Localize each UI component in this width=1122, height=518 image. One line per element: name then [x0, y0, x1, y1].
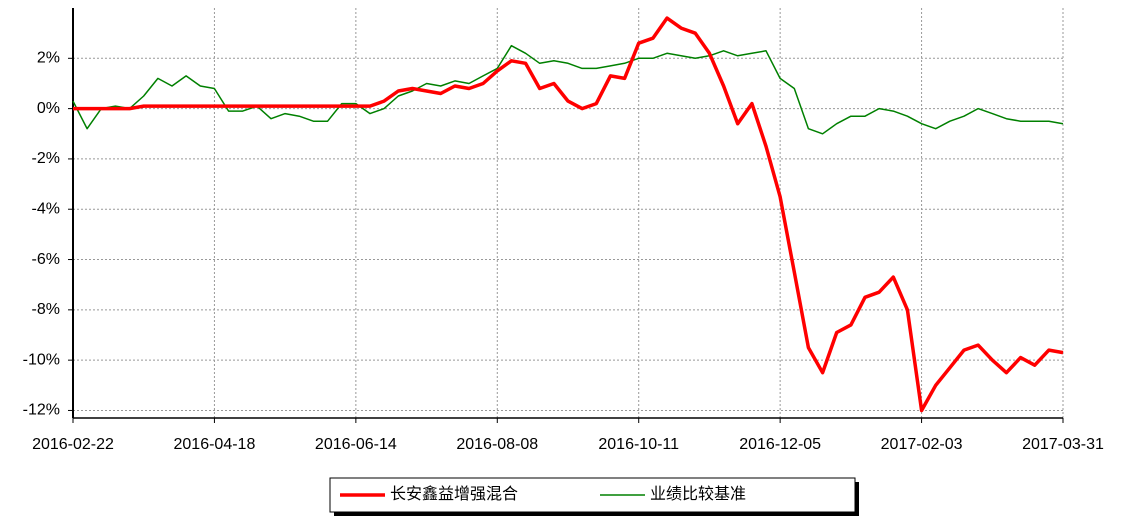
- legend-label: 长安鑫益增强混合: [390, 484, 518, 503]
- y-tick-label: -12%: [23, 402, 60, 419]
- x-tick-label: 2016-04-18: [174, 436, 256, 453]
- x-tick-label: 2016-02-22: [32, 436, 114, 453]
- x-tick-label: 2016-10-11: [598, 436, 679, 453]
- y-tick-label: -4%: [32, 200, 60, 217]
- legend: [329, 477, 856, 513]
- x-tick-label: 2016-06-14: [315, 436, 397, 453]
- x-tick-label: 2017-03-31: [1022, 436, 1104, 453]
- y-tick-label: -6%: [32, 251, 60, 268]
- y-tick-label: 2%: [37, 50, 60, 67]
- y-tick-label: -10%: [23, 351, 60, 368]
- y-tick-label: -2%: [32, 150, 60, 167]
- y-tick-label: 0%: [37, 100, 60, 117]
- x-tick-label: 2017-02-03: [881, 436, 963, 453]
- series-line: [72, 44, 1064, 135]
- y-tick-label: -8%: [32, 301, 60, 318]
- x-tick-label: 2016-08-08: [456, 436, 538, 453]
- legend-label: 业绩比较基准: [650, 485, 746, 503]
- x-tick-label: 2016-12-05: [739, 436, 821, 453]
- series-line: [73, 16, 1064, 413]
